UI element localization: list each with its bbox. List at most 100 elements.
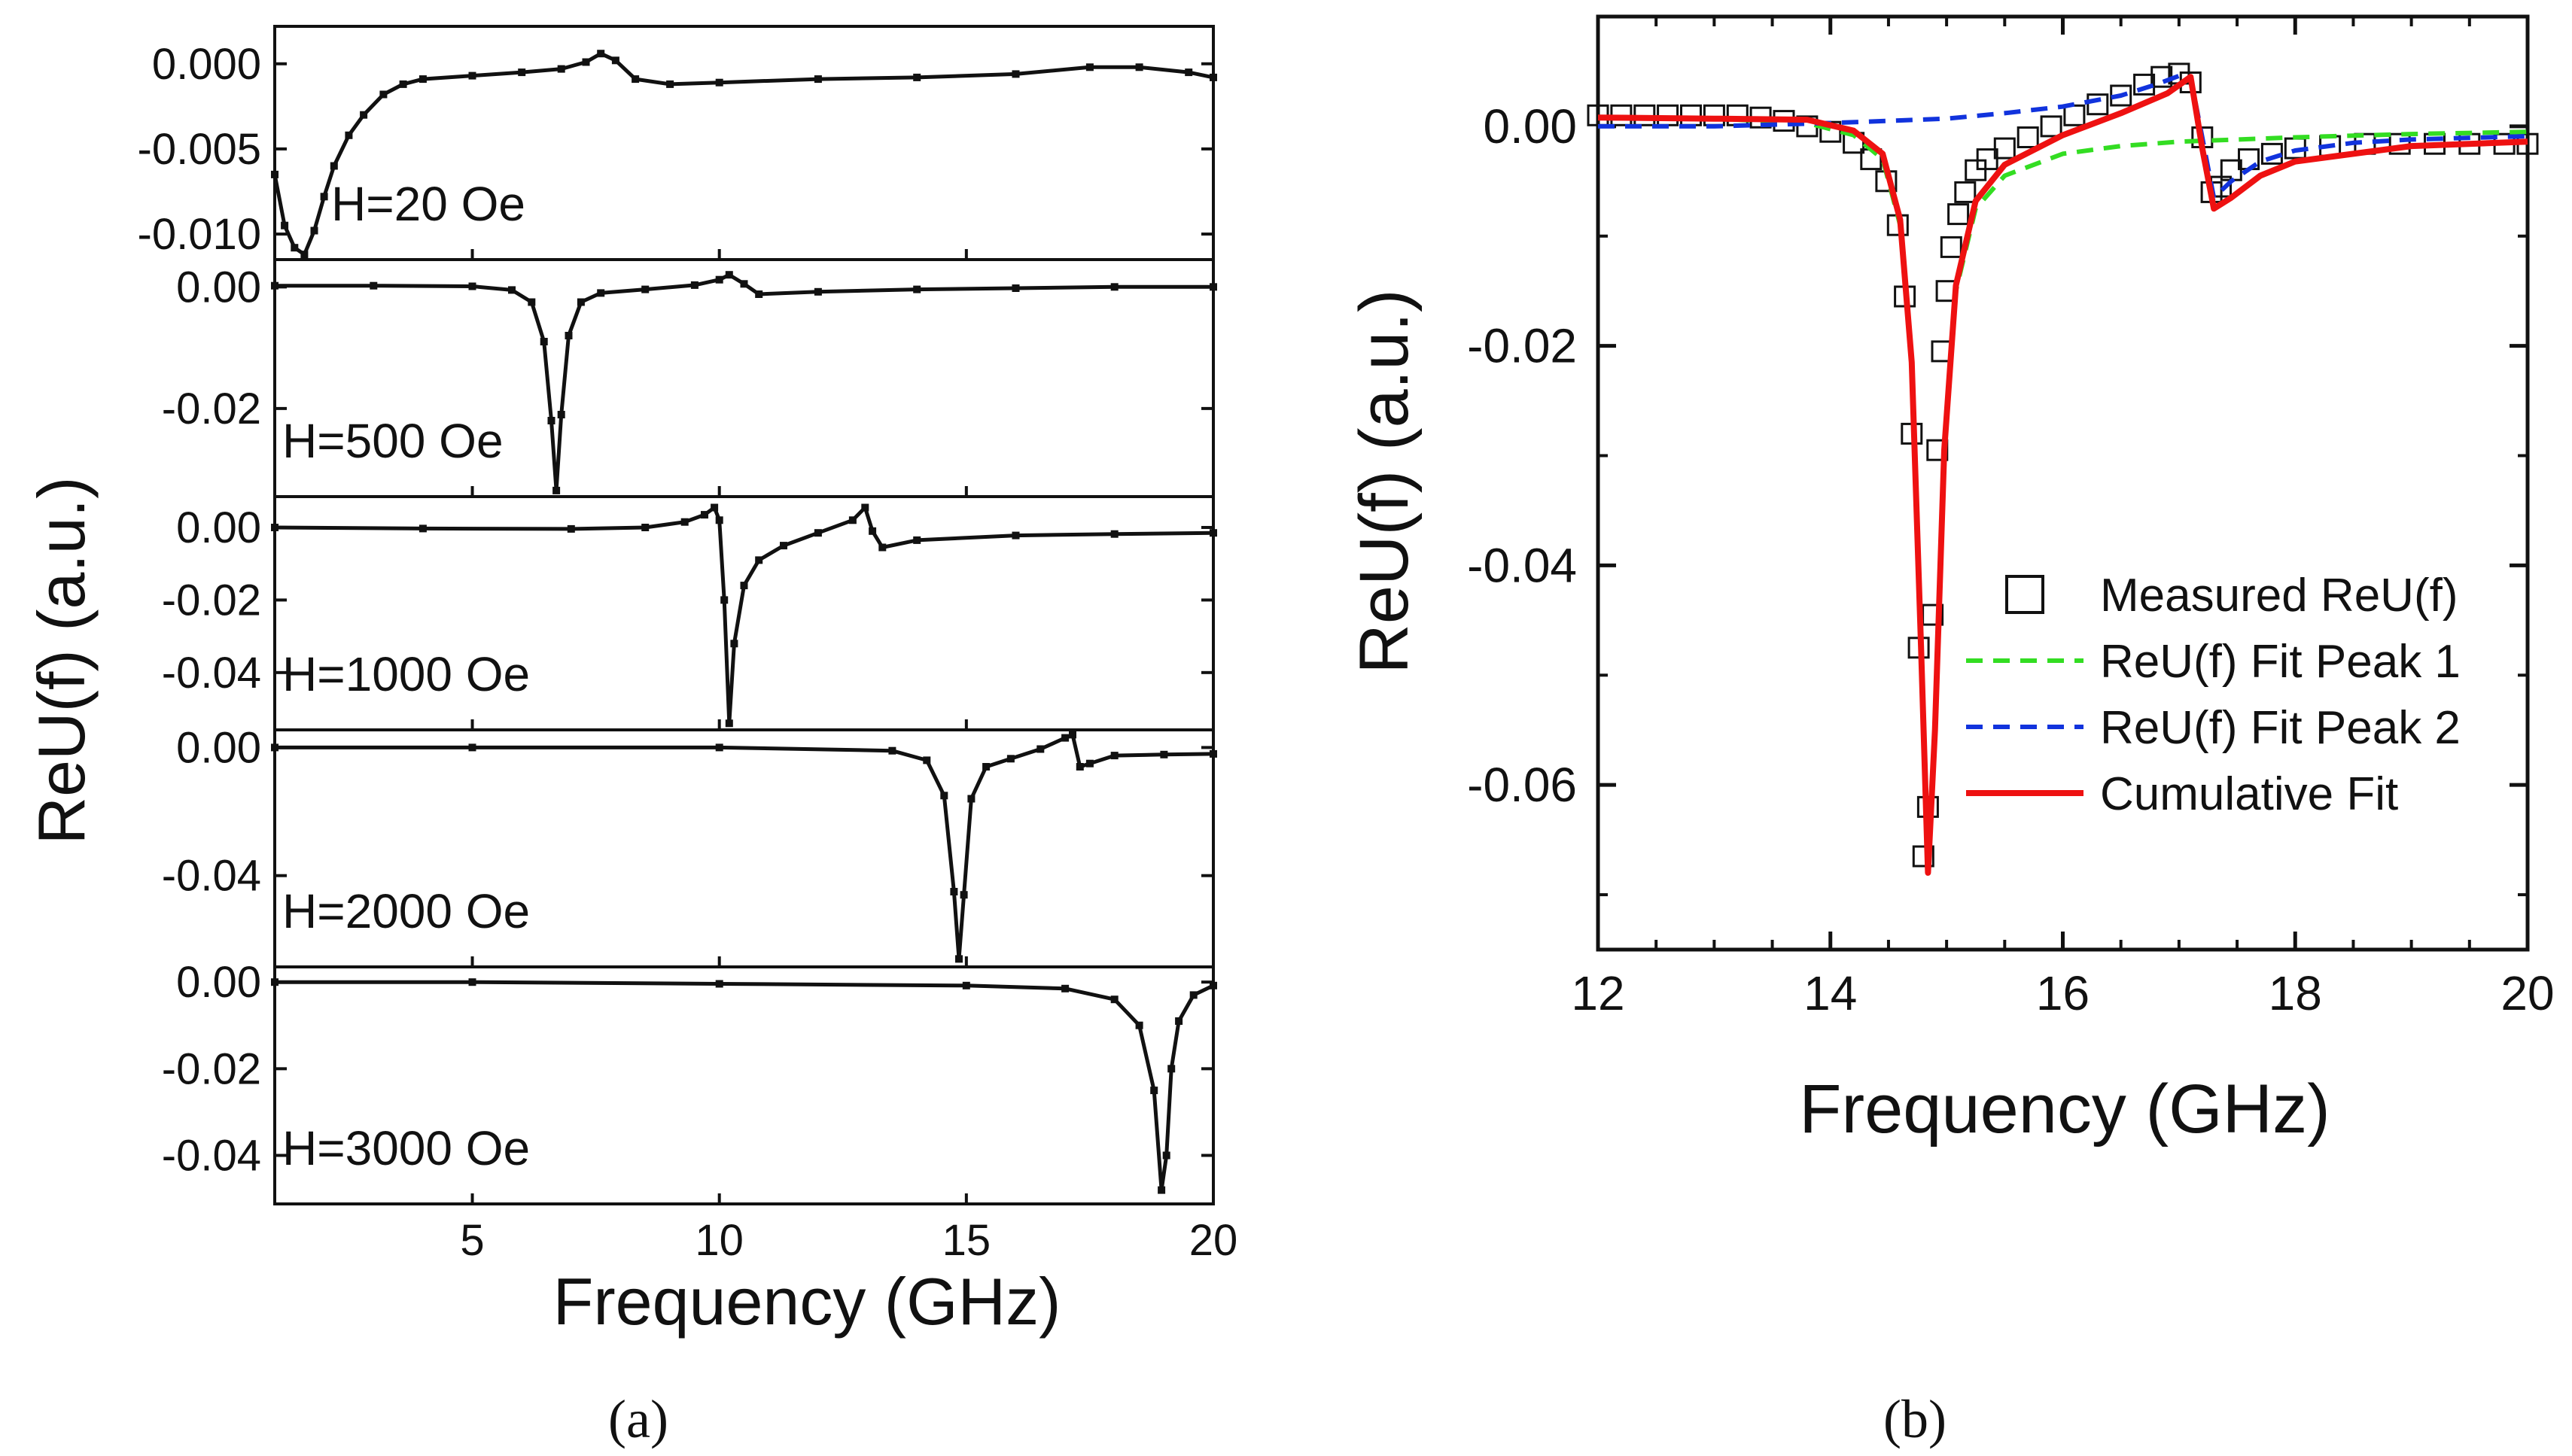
data-point [878,543,887,552]
data-point [1061,734,1070,742]
data-point [552,486,561,494]
x-tick-label: 10 [695,1216,744,1265]
data-point [1110,283,1119,291]
data-point [1085,759,1094,768]
data-point [1012,70,1020,78]
data-point [1085,63,1094,71]
series-line [275,980,1215,1193]
y-tick-label: -0.06 [1467,758,1577,812]
y-tick-label: -0.04 [162,852,261,901]
data-point [715,78,723,87]
data-point [281,221,289,229]
y-tick-label: -0.02 [162,385,261,433]
series-line [272,51,1214,257]
chart-b-legend: Measured ReU(f) ReU(f) Fit Peak 1 ReU(f) F… [1966,570,2461,820]
data-point [814,75,822,84]
data-point [597,289,605,297]
data-point [869,527,877,535]
data-point [1158,1186,1166,1194]
data-point [1135,63,1143,71]
data-point [913,73,921,81]
data-point [468,743,476,752]
data-point [508,286,516,294]
measured-point [1993,137,2016,160]
data-point [310,226,318,235]
data-point [547,417,555,424]
data-point [711,503,719,512]
data-point [379,90,388,99]
series-reu-f-fit-peak-2 [1598,73,2528,200]
legend-label: ReU(f) Fit Peak 2 [2100,702,2461,754]
data-point [1175,1017,1183,1025]
legend-item: Cumulative Fit [1966,768,2398,820]
chart-b-y-axis-label: ReU(f) (a.u.) [1346,289,1423,673]
data-point [528,298,536,306]
data-point [955,955,963,963]
data-point [913,536,921,544]
data-point [923,756,931,764]
measured-point [2017,126,2039,148]
y-tick-label: -0.02 [162,1044,261,1093]
data-point [680,518,689,526]
data-point [725,719,733,728]
data-point [468,978,476,986]
data-point [1210,529,1217,537]
data-point [755,290,763,298]
data-point [725,271,733,279]
data-point [888,746,896,755]
data-point [468,71,476,80]
data-point [300,251,309,259]
data-point [518,68,526,77]
y-tick-label: -0.010 [138,210,261,259]
data-point [419,75,427,84]
data-point [399,80,407,88]
data-point [740,582,748,590]
x-tick-label: 18 [2269,966,2322,1020]
data-point [557,65,565,73]
data-point [715,980,723,988]
data-point [690,281,699,289]
data-point [740,280,748,288]
chart-a-x-axis-label: Frequency (GHz) [553,1264,1061,1339]
chart-a-x-axis: 5 10 15 20 [460,1216,1237,1265]
data-point [848,516,857,524]
data-point [861,503,869,512]
chart-a-panel-group: 0.000 -0.005 -0.010 H=20 Oe 0.00 -0.02 H=500 O… [138,25,1217,1205]
data-point [755,556,763,564]
data-point [967,795,976,803]
data-point [540,338,548,345]
y-tick-label: 0.00 [176,723,261,772]
legend-item: ReU(f) Fit Peak 1 [1966,636,2461,688]
measured-point [2260,142,2283,165]
data-point [950,888,958,895]
chart-b-fit-chart: 0.00 -0.02 -0.04 -0.06 12 14 16 18 20 Frequency … [1346,14,2555,1147]
data-point [582,58,590,66]
y-tick-label: -0.04 [162,1132,261,1181]
y-tick-label: -0.005 [138,125,261,174]
data-point [715,516,723,524]
data-point [1185,68,1193,77]
data-point [271,170,279,178]
data-point [641,524,650,531]
measured-point [1965,159,1987,181]
data-point [1210,283,1217,291]
y-tick-label: 0.00 [176,503,261,552]
measured-point [1940,236,1962,258]
series-cumulative-fit [1597,74,2528,876]
legend-item: ReU(f) Fit Peak 2 [1966,702,2461,754]
data-point [1076,763,1084,771]
measured-point [2087,93,2109,116]
data-point [1210,749,1217,758]
y-tick-label: 0.000 [152,40,261,89]
panel-field-label: H=20 Oe [331,177,525,231]
data-point [567,524,575,533]
legend-item: Measured ReU(f) [2005,570,2458,622]
chart-a-panel-1: 0.000 -0.005 -0.010 H=20 Oe [138,25,1217,261]
data-point [419,524,427,533]
x-tick-label: 20 [2500,966,2554,1020]
data-point [1110,752,1119,760]
chart-b-plot-area [1587,62,2539,876]
legend-label: ReU(f) Fit Peak 1 [2100,636,2461,688]
measured-point [2040,115,2062,138]
data-point [1061,984,1070,992]
